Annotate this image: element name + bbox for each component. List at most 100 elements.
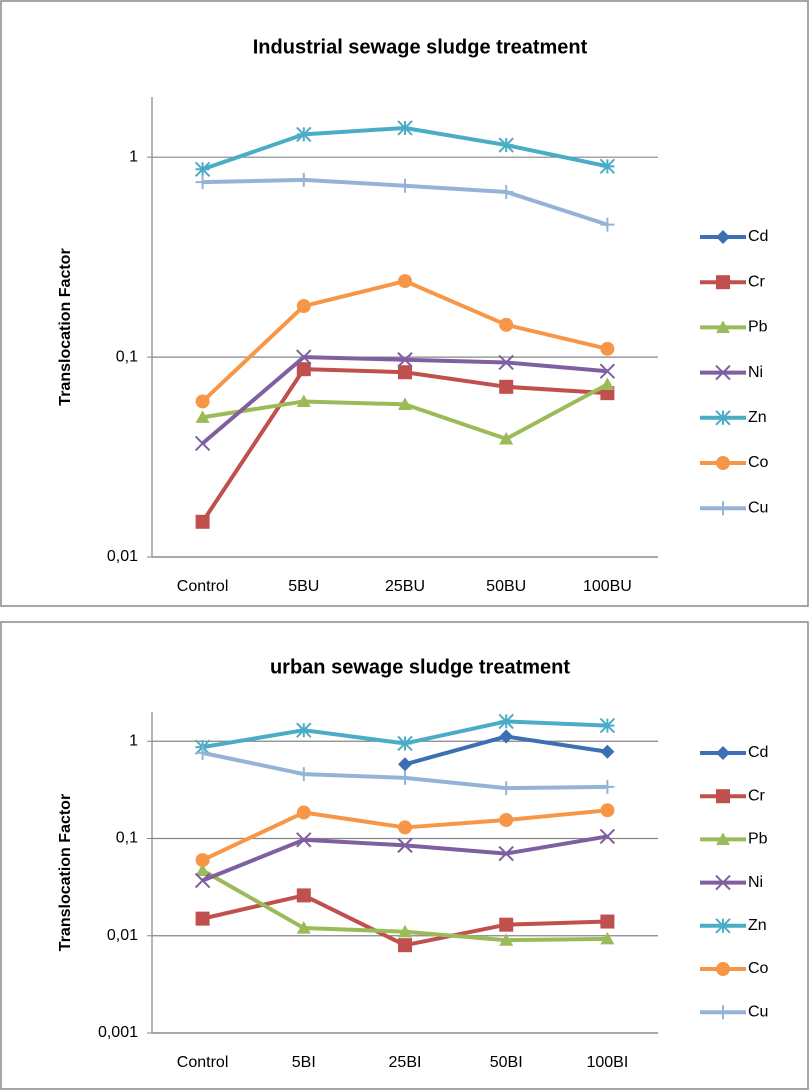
chart-border <box>0 0 809 607</box>
marker <box>195 514 210 529</box>
marker <box>194 161 211 177</box>
x-tick-label: 25BI <box>389 1054 422 1071</box>
marker <box>296 349 312 365</box>
marker <box>398 274 412 289</box>
marker <box>296 805 311 820</box>
legend-label: Cr <box>748 787 766 804</box>
marker <box>600 803 615 818</box>
marker <box>195 853 210 868</box>
series-line <box>201 808 608 862</box>
y-tick-label: 0,01 <box>107 927 138 944</box>
marker <box>716 230 730 244</box>
legend-label: Co <box>748 454 769 471</box>
marker <box>398 938 412 953</box>
legend-label: Cd <box>748 744 768 761</box>
marker <box>499 933 514 946</box>
marker <box>296 832 312 848</box>
marker <box>716 962 730 976</box>
marker <box>600 779 615 794</box>
marker <box>716 320 730 333</box>
marker <box>498 354 514 371</box>
marker <box>195 410 210 423</box>
marker <box>296 299 311 314</box>
marker <box>398 924 412 938</box>
marker <box>296 362 311 377</box>
marker <box>398 365 412 380</box>
marker <box>600 341 615 356</box>
marker <box>398 178 412 193</box>
marker <box>498 137 514 153</box>
marker <box>716 789 730 804</box>
marker <box>499 729 514 744</box>
marker <box>716 456 730 470</box>
marker <box>398 770 412 785</box>
marker <box>600 217 615 232</box>
marker <box>499 781 514 796</box>
marker <box>296 722 312 738</box>
marker <box>194 872 211 889</box>
marker <box>398 397 412 410</box>
marker <box>499 379 514 394</box>
marker <box>716 1005 730 1020</box>
marker <box>716 275 730 290</box>
legend-label: Co <box>748 960 769 977</box>
series-line <box>201 834 608 883</box>
marker <box>195 175 210 190</box>
marker <box>194 435 211 452</box>
legend-label: Pb <box>748 319 768 336</box>
series-line <box>201 279 608 403</box>
marker <box>296 394 311 408</box>
chart-border <box>0 621 809 1090</box>
marker <box>397 735 413 752</box>
legend-label: Zn <box>748 409 767 426</box>
marker <box>296 126 312 143</box>
legend-label: Cu <box>748 499 768 516</box>
marker <box>716 832 730 845</box>
marker <box>499 917 514 932</box>
y-axis-label: Translocation Factor <box>57 248 74 405</box>
marker <box>296 767 311 782</box>
marker <box>195 745 210 760</box>
marker <box>296 172 311 187</box>
x-tick-label: 100BI <box>586 1054 628 1071</box>
marker <box>599 363 616 379</box>
marker <box>715 364 731 381</box>
legend-label: Cd <box>748 228 768 245</box>
x-tick-label: Control <box>177 1054 229 1071</box>
legend-label: Cu <box>748 1003 768 1020</box>
marker <box>195 863 210 877</box>
marker <box>296 888 311 903</box>
legend-label: Ni <box>748 364 763 381</box>
marker <box>195 394 210 409</box>
marker <box>498 845 514 862</box>
marker <box>499 184 514 199</box>
marker <box>600 931 615 945</box>
marker <box>599 828 616 845</box>
marker <box>600 914 615 929</box>
y-tick-label: 0,01 <box>107 548 138 565</box>
x-tick-label: 50BI <box>490 1054 523 1071</box>
marker <box>600 744 615 759</box>
marker <box>599 158 616 175</box>
x-tick-label: 25BU <box>385 578 425 595</box>
marker <box>499 431 514 445</box>
x-tick-label: Control <box>177 578 229 595</box>
y-tick-label: 1 <box>129 732 138 749</box>
legend-label: Pb <box>748 831 768 848</box>
x-tick-label: 100BU <box>583 578 632 595</box>
marker <box>716 746 730 760</box>
chart-title: Industrial sewage sludge treatment <box>253 36 588 58</box>
y-tick-label: 1 <box>129 148 138 165</box>
marker <box>599 717 616 734</box>
y-tick-label: 0,1 <box>116 348 138 365</box>
x-tick-label: 5BI <box>292 1054 316 1071</box>
legend-label: Ni <box>748 874 763 891</box>
marker <box>296 921 311 934</box>
marker <box>600 377 615 391</box>
y-tick-label: 0,1 <box>116 830 138 847</box>
marker <box>397 120 413 136</box>
marker <box>716 501 730 516</box>
x-tick-label: 5BU <box>288 578 319 595</box>
